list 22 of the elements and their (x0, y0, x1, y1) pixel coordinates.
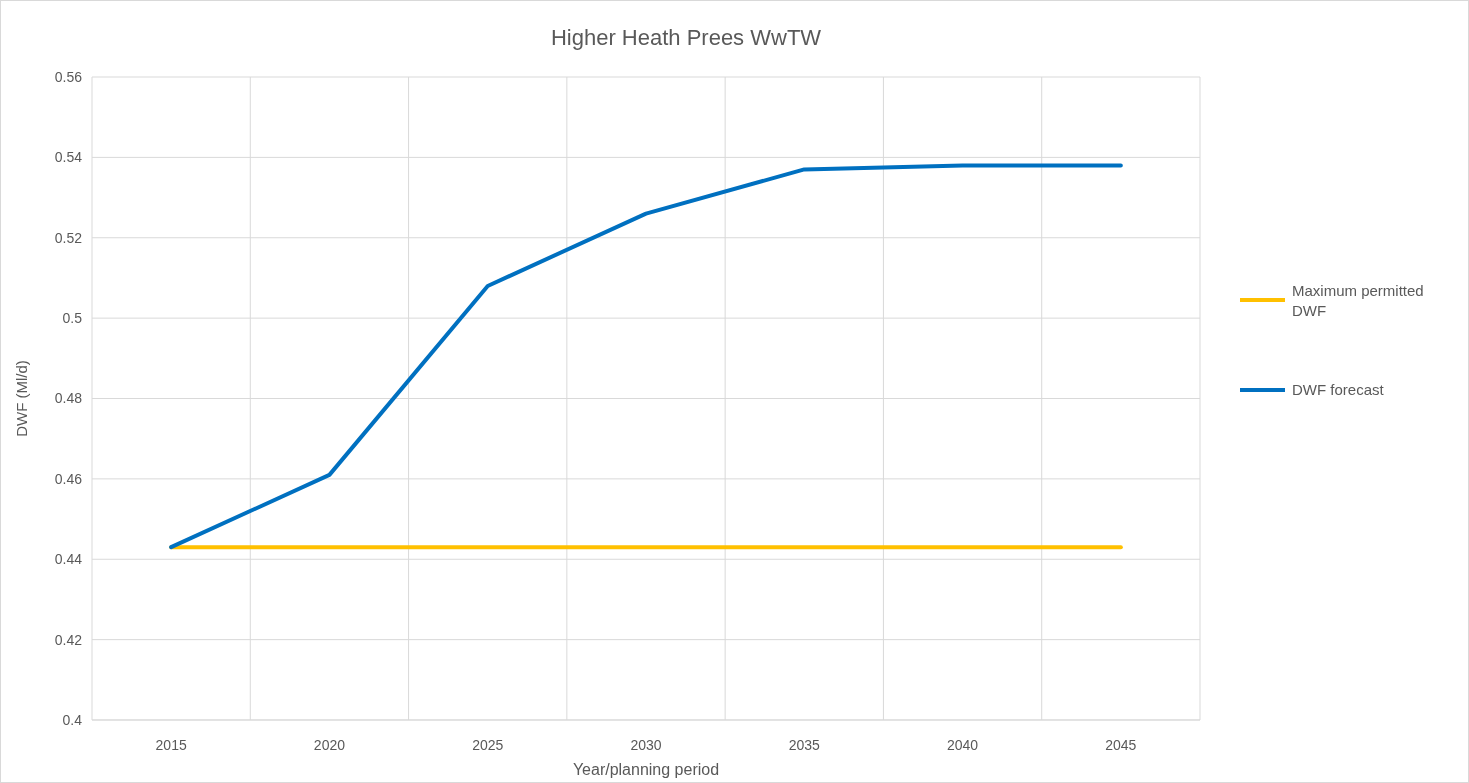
line-series (169, 163, 1123, 550)
x-tick-label: 2020 (313, 737, 346, 753)
x-tick-label: 2035 (788, 737, 821, 753)
x-tick-label: 2040 (946, 737, 979, 753)
chart-title: Higher Heath Prees WwTW (550, 25, 822, 50)
y-tick-label: 0.5 (62, 310, 83, 327)
x-tick-label: 2015 (155, 737, 187, 753)
y-tick-label: 0.42 (54, 631, 83, 648)
x-tick-label: 2030 (630, 737, 662, 753)
y-tick-label: 0.44 (54, 551, 83, 568)
legend-label: Maximum permitted DWF (1292, 282, 1424, 320)
y-tick-label: 0.54 (54, 149, 83, 166)
x-tick-label: 2045 (1105, 737, 1137, 753)
x-axis-title: Year/planning period (572, 761, 720, 778)
legend-label: DWF forecast (1292, 381, 1385, 399)
y-tick-label: 0.52 (54, 229, 83, 246)
y-tick-label: 0.4 (62, 711, 83, 728)
y-tick-label: 0.46 (54, 470, 83, 487)
y-tick-label: 0.56 (54, 68, 83, 85)
y-axis-title: DWF (Ml/d) (13, 360, 30, 437)
y-tick-label: 0.48 (54, 390, 83, 407)
x-tick-label: 2025 (472, 737, 504, 753)
